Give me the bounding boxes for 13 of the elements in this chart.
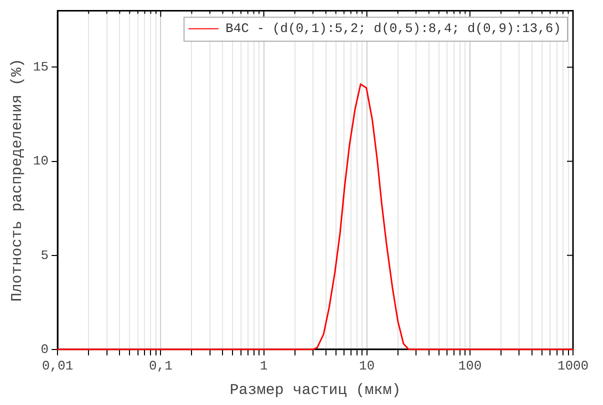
x-axis-title: Размер частиц (мкм) — [230, 382, 401, 399]
x-tick-label: 1000 — [557, 358, 589, 374]
legend-label: B4C - (d(0,1):5,2; d(0,5):8,4; d(0,9):13,6) — [226, 21, 562, 36]
x-tick-label: 0,1 — [148, 358, 173, 374]
y-axis-title: Плотность распределения (%) — [8, 58, 26, 302]
y-tick-label: 15 — [32, 60, 49, 75]
y-tick-label: 0 — [40, 342, 49, 357]
x-tick-label: 10 — [359, 358, 375, 374]
y-tick-label: 10 — [32, 154, 49, 169]
x-tick-label: 100 — [458, 358, 482, 374]
y-tick-label: 5 — [40, 248, 49, 263]
x-tick-label: 0,01 — [42, 358, 74, 374]
x-tick-label: 1 — [260, 358, 268, 374]
